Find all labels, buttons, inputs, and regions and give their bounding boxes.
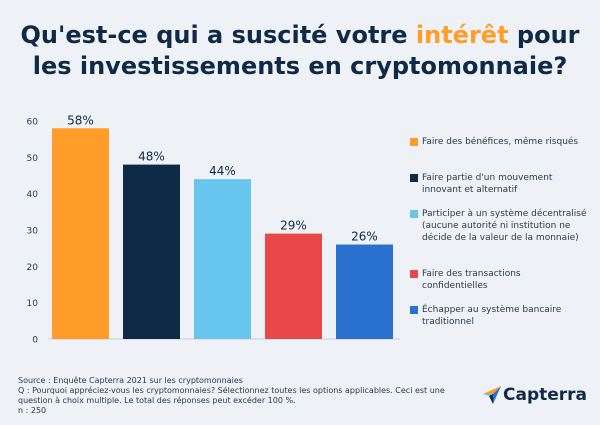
title-highlight: intérêt [415,21,509,49]
footer-n: n : 250 [18,406,47,415]
bar [194,179,251,339]
bar [52,128,109,339]
y-tick-label: 40 [27,190,39,200]
legend-label: Participer à un système décentralisé (au… [422,209,587,243]
y-tick-label: 30 [27,227,39,237]
capterra-arrow-icon [483,386,501,404]
y-tick-label: 0 [32,336,38,346]
y-tick-label: 60 [27,118,39,128]
bar-value-label: 26% [351,230,378,244]
legend-swatch [410,210,418,218]
title-line-2: les investissements en cryptomonnaie? [32,52,568,80]
title-part-2: pour [508,21,580,49]
legend-label: Faire des transactions confidentielles [422,269,521,291]
chart-title: Qu'est-ce qui a suscité votre intérêt po… [0,20,600,82]
footer: Source : Enquête Capterra 2021 sur les c… [18,376,468,416]
bar [265,233,322,339]
title-line-1: Qu'est-ce qui a suscité votre intérêt po… [0,20,600,51]
footer-question: Q : Pourquoi appréciez-vous les cryptomo… [18,386,445,405]
bar [123,164,180,339]
legend-label: Faire partie d'un mouvement innovant et … [422,173,553,195]
bar-value-label: 48% [138,150,165,164]
y-tick-label: 10 [27,299,39,309]
legend-swatch [410,270,418,278]
bar-value-label: 58% [67,113,94,127]
bar-value-label: 44% [209,164,236,178]
y-tick-label: 50 [27,154,39,164]
legend-swatch [410,306,418,314]
bar-value-label: 29% [280,219,307,233]
legend-label: Échapper au système bancaire traditionne… [422,305,562,327]
legend-label: Faire des bénéfices, même risqués [422,137,579,147]
legend-swatch [410,174,418,182]
footer-source: Source : Enquête Capterra 2021 sur les c… [18,376,243,385]
y-tick-label: 20 [27,263,39,273]
title-part-1: Qu'est-ce qui a suscité votre [20,21,416,49]
legend-swatch [410,138,418,146]
bar [336,244,393,339]
logo-text: Capterra [503,385,588,405]
